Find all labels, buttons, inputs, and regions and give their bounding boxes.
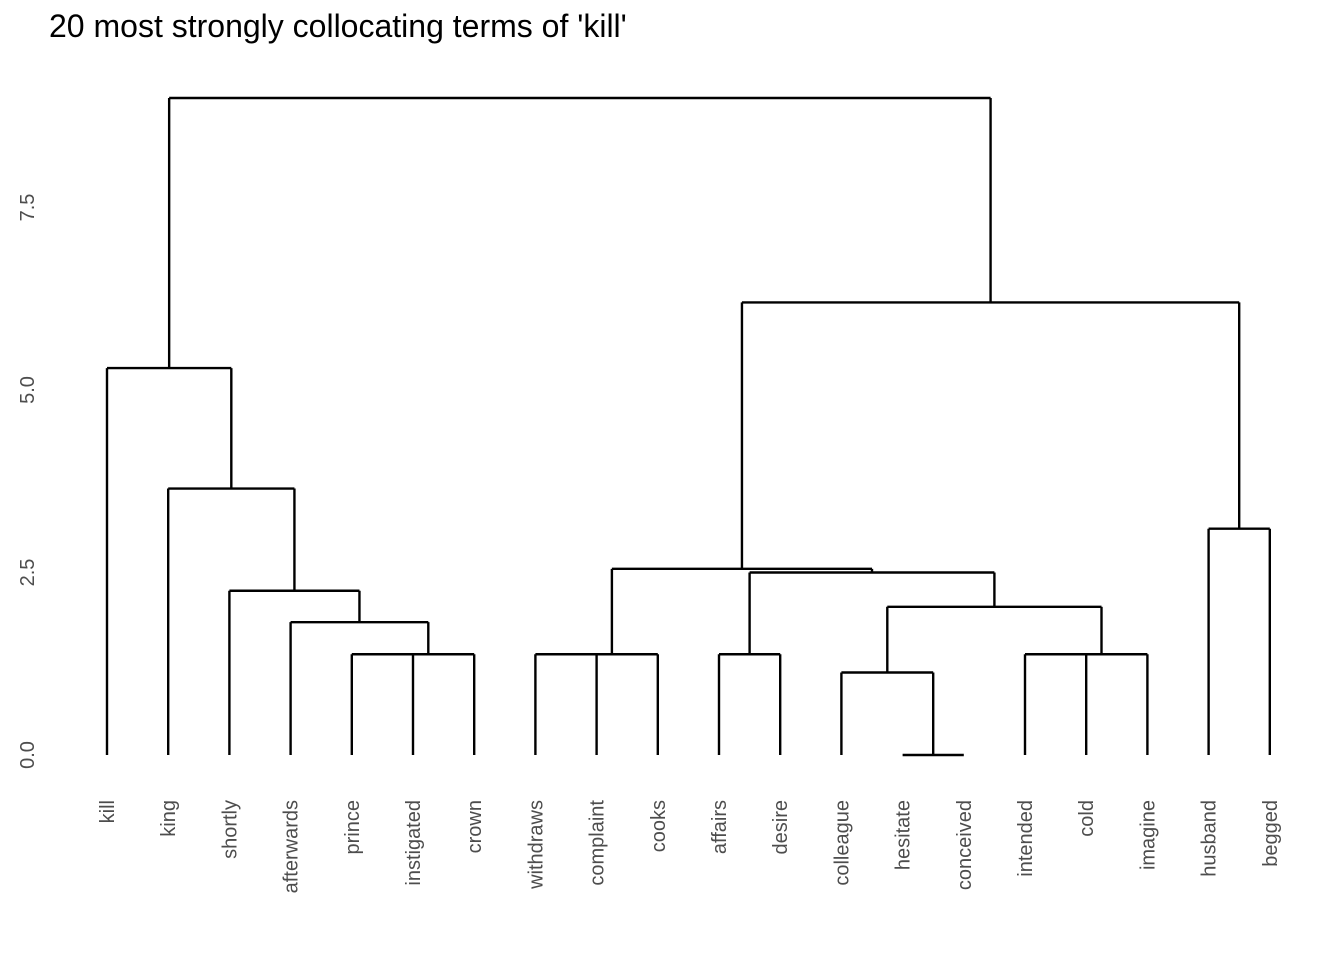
leaf-label-king: king [158, 800, 180, 837]
leaf-label-crown: crown [464, 800, 486, 853]
y-axis: 0.0 2.5 5.0 7.5 [17, 194, 39, 769]
leaf-label-cold: cold [1076, 800, 1098, 837]
leaf-labels: kill king shortly afterwards prince instigate… [97, 800, 1282, 894]
leaf-label-shortly: shortly [219, 800, 241, 859]
leaf-label-hesitate: hesitate [893, 800, 915, 870]
leaf-label-begged: begged [1260, 800, 1282, 867]
leaf-label-complaint: complaint [587, 800, 609, 886]
leaf-label-instigated: instigated [403, 800, 425, 886]
dendrogram-branches [105, 96, 1272, 757]
leaf-label-kill: kill [97, 800, 119, 823]
y-tick-label-1: 2.5 [17, 559, 39, 587]
leaf-label-withdraws: withdraws [525, 800, 547, 890]
leaf-label-desire: desire [770, 800, 792, 854]
leaf-label-conceived: conceived [954, 800, 976, 890]
y-tick-label-0: 0.0 [17, 741, 39, 769]
y-tick-label-3: 7.5 [17, 194, 39, 222]
leaf-label-prince: prince [342, 800, 364, 854]
leaf-label-imagine: imagine [1137, 800, 1159, 870]
leaf-label-intended: intended [1015, 800, 1037, 877]
leaf-label-husband: husband [1199, 800, 1221, 877]
chart-title: 20 most strongly collocating terms of 'k… [49, 8, 627, 44]
leaf-label-colleague: colleague [831, 800, 853, 886]
leaf-label-cooks: cooks [648, 800, 670, 852]
leaf-label-afterwards: afterwards [281, 800, 303, 893]
y-tick-label-2: 5.0 [17, 376, 39, 404]
leaf-label-affairs: affairs [709, 800, 731, 854]
